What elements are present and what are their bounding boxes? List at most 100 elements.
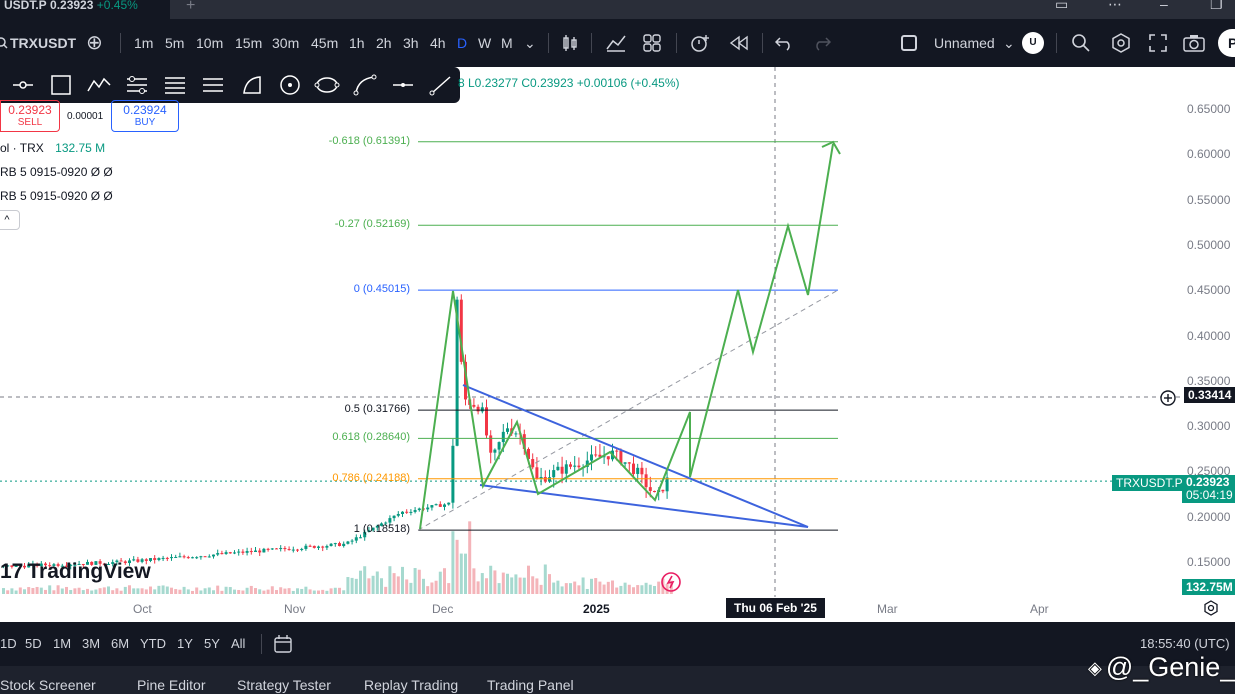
browser-tab[interactable]: USDT.P 0.23923 +0.45% (0, 0, 170, 19)
volume-bar (262, 590, 266, 594)
volume-bar (81, 590, 85, 594)
ray-icon[interactable] (428, 73, 454, 97)
layout-dropdown-icon[interactable]: ⌄ (1003, 35, 1015, 51)
interval-30m[interactable]: 30m (272, 35, 300, 51)
ohlc-legend: 8 L0.23277 C0.23923 +0.00106 (+0.45%) (458, 76, 680, 90)
volume-bar (564, 583, 568, 594)
ellipse-icon[interactable] (314, 73, 340, 97)
interval-15m[interactable]: 15m (235, 35, 263, 51)
screen-icon[interactable]: ▭ (1055, 0, 1069, 12)
tab-strategy-tester[interactable]: Strategy Tester (237, 677, 331, 693)
volume-label: ol · TRX (0, 141, 44, 155)
volume-bar (380, 578, 383, 594)
utc-clock[interactable]: 18:55:40 (UTC) (1140, 636, 1230, 651)
settings-icon[interactable] (1110, 32, 1132, 54)
alert-icon[interactable] (689, 33, 711, 53)
interval-5m[interactable]: 5m (165, 35, 185, 51)
indicator-legend-1[interactable]: RB 5 0915-0920 Ø Ø (0, 165, 113, 179)
axis-settings-icon[interactable] (1203, 600, 1219, 616)
chart-area[interactable]: 8 L0.23277 C0.23923 +0.00106 (+0.45%) 0.… (0, 67, 1235, 622)
candle-body (464, 361, 467, 400)
parallel-channel-icon[interactable] (200, 73, 226, 97)
add-alert-icon[interactable] (1159, 389, 1177, 407)
candle-body (359, 537, 362, 539)
sell-button[interactable]: 0.23923 SELL (0, 100, 60, 132)
range-1y[interactable]: 1Y (177, 636, 193, 651)
candles-icon[interactable] (561, 34, 579, 52)
horizontal-line-icon[interactable] (390, 73, 416, 97)
interval-10m[interactable]: 10m (196, 35, 224, 51)
range-3m[interactable]: 3M (82, 636, 101, 651)
interval-1m[interactable]: 1m (134, 35, 154, 51)
templates-icon[interactable] (643, 34, 661, 52)
symbol-search[interactable]: TRXUSDT (10, 35, 77, 51)
range-all[interactable]: All (231, 636, 246, 651)
search-symbol-icon[interactable] (0, 37, 8, 49)
interval-1h[interactable]: 1h (349, 35, 365, 51)
layout-name[interactable]: Unnamed (934, 35, 995, 51)
curve-icon[interactable] (240, 73, 266, 97)
publish-button[interactable]: P (1218, 29, 1235, 57)
line-tool-icon[interactable] (10, 73, 36, 97)
volume-bar (388, 566, 392, 594)
more-icon[interactable]: ⋯ (1108, 0, 1122, 12)
date-range-icon[interactable] (273, 634, 293, 654)
range-1d[interactable]: 1D (0, 636, 17, 651)
range-5d[interactable]: 5D (25, 636, 42, 651)
indicator-legend-2[interactable]: RB 5 0915-0920 Ø Ø (0, 189, 113, 203)
range-6m[interactable]: 6M (111, 636, 130, 651)
interval-2h[interactable]: 2h (376, 35, 392, 51)
circle-icon[interactable] (277, 73, 303, 97)
undo-icon[interactable] (775, 35, 793, 51)
lightning-icon[interactable] (660, 571, 682, 593)
volume-bar (459, 553, 463, 594)
buy-button[interactable]: 0.23924 BUY (111, 100, 179, 132)
pattern-icon[interactable] (86, 73, 112, 97)
interval-4h[interactable]: 4h (430, 35, 446, 51)
candle-body (140, 559, 144, 562)
fullscreen-icon[interactable] (1149, 34, 1167, 52)
interval-3h[interactable]: 3h (403, 35, 419, 51)
fib-retracement-icon[interactable] (162, 73, 188, 97)
price-chart[interactable] (0, 67, 1235, 622)
tab-pine-editor[interactable]: Pine Editor (137, 677, 206, 693)
volume-bar (669, 580, 673, 594)
tab-stock-screener[interactable]: Stock Screener (0, 677, 96, 693)
search-icon[interactable] (1071, 33, 1091, 53)
volume-bar (149, 586, 152, 594)
restore-icon[interactable]: ❐ (1210, 0, 1223, 12)
interval-45m[interactable]: 45m (311, 35, 339, 51)
candle-body (174, 556, 178, 558)
minimize-icon[interactable]: – (1160, 0, 1168, 12)
arc-icon[interactable] (352, 73, 378, 97)
candle-body (39, 563, 43, 567)
rectangle-icon[interactable] (48, 73, 74, 97)
add-symbol-icon[interactable]: ⊕ (86, 32, 103, 54)
tab-replay-trading[interactable]: Replay Trading (364, 677, 459, 693)
candle-body (65, 565, 68, 567)
tab-trading-panel[interactable]: Trading Panel (487, 677, 574, 693)
interval-w[interactable]: W (478, 35, 492, 51)
fib-channel-icon[interactable] (124, 73, 150, 97)
candle-body (178, 556, 182, 558)
volume-legend[interactable]: ol · TRX 132.75 M (0, 141, 105, 155)
candle-body (14, 565, 18, 567)
layout-icon[interactable] (901, 35, 917, 51)
collapse-legend-button[interactable]: ^ (0, 210, 20, 230)
price-tick-label: 0.60000 (1187, 147, 1231, 162)
replay-icon[interactable] (729, 35, 749, 51)
indicators-icon[interactable] (605, 33, 627, 53)
interval-dropdown-icon[interactable]: ⌄ (524, 35, 536, 51)
volume-bar (577, 585, 581, 594)
range-5y[interactable]: 5Y (204, 636, 220, 651)
interval-d[interactable]: D (457, 35, 468, 51)
redo-icon[interactable] (813, 35, 831, 51)
user-avatar[interactable]: U (1022, 32, 1044, 54)
interval-m[interactable]: M (501, 35, 513, 51)
range-ytd[interactable]: YTD (140, 636, 166, 651)
candle-body (241, 551, 245, 553)
new-tab-icon[interactable]: + (186, 0, 196, 14)
camera-icon[interactable] (1183, 34, 1205, 52)
candle-body (52, 564, 56, 566)
range-1m[interactable]: 1M (53, 636, 72, 651)
